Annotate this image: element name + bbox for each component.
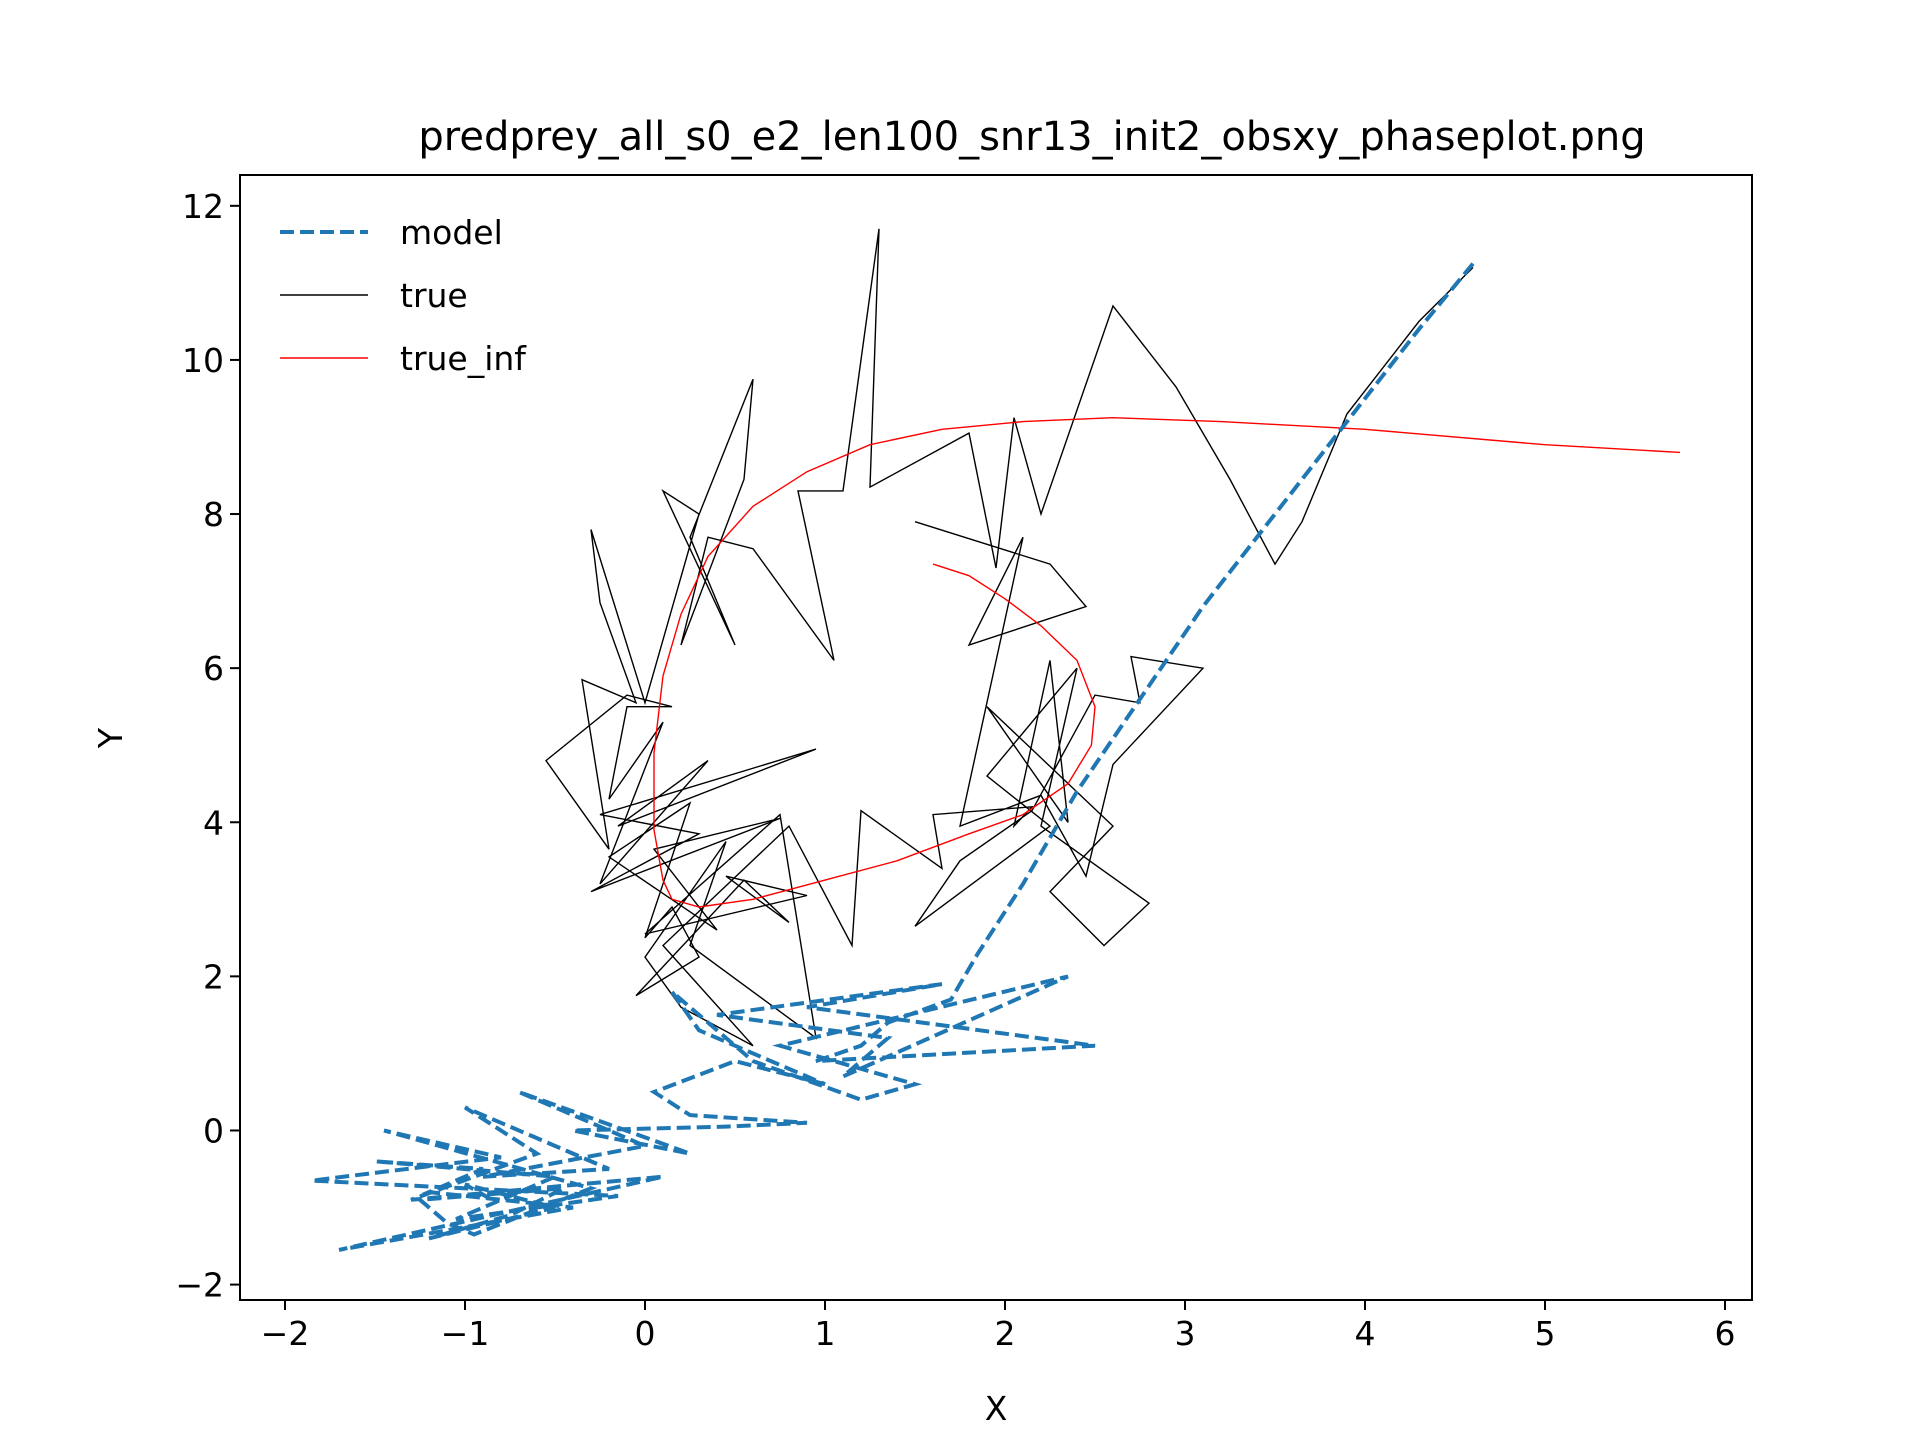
x-tick-label: 6 bbox=[1715, 1314, 1736, 1353]
x-tick-label: 0 bbox=[635, 1314, 656, 1353]
x-tick-label: −2 bbox=[261, 1314, 310, 1353]
series-line-true bbox=[545, 228, 1474, 1047]
y-tick-label: 10 bbox=[182, 341, 224, 380]
y-axis-label: Y bbox=[91, 727, 130, 749]
y-tick-label: 2 bbox=[203, 957, 224, 996]
x-tick-label: 1 bbox=[815, 1314, 836, 1353]
x-tick-label: 2 bbox=[995, 1314, 1016, 1353]
legend-label-true-inf: true_inf bbox=[400, 339, 527, 378]
legend: model true true_inf bbox=[280, 213, 527, 378]
x-tick-label: 3 bbox=[1175, 1314, 1196, 1353]
y-tick-label: 8 bbox=[203, 495, 224, 534]
y-tick-label: 6 bbox=[203, 649, 224, 688]
x-tick-label: −1 bbox=[441, 1314, 490, 1353]
x-tick-label: 4 bbox=[1355, 1314, 1376, 1353]
y-tick-label: 4 bbox=[203, 803, 224, 842]
series-line-model bbox=[311, 262, 1475, 1252]
axes-frame bbox=[239, 174, 1753, 1301]
x-tick-label: 5 bbox=[1535, 1314, 1556, 1353]
legend-label-model: model bbox=[400, 213, 503, 252]
legend-label-true: true bbox=[400, 276, 468, 315]
y-tick-label: 12 bbox=[182, 187, 224, 226]
series-layer bbox=[311, 228, 1681, 1252]
y-tick-label: 0 bbox=[203, 1111, 224, 1150]
x-axis-label: X bbox=[985, 1389, 1008, 1428]
series-line-true-inf bbox=[653, 416, 1681, 908]
chart-title: predprey_all_s0_e2_len100_snr13_init2_ob… bbox=[418, 114, 1645, 160]
y-tick-label: −2 bbox=[175, 1266, 224, 1305]
